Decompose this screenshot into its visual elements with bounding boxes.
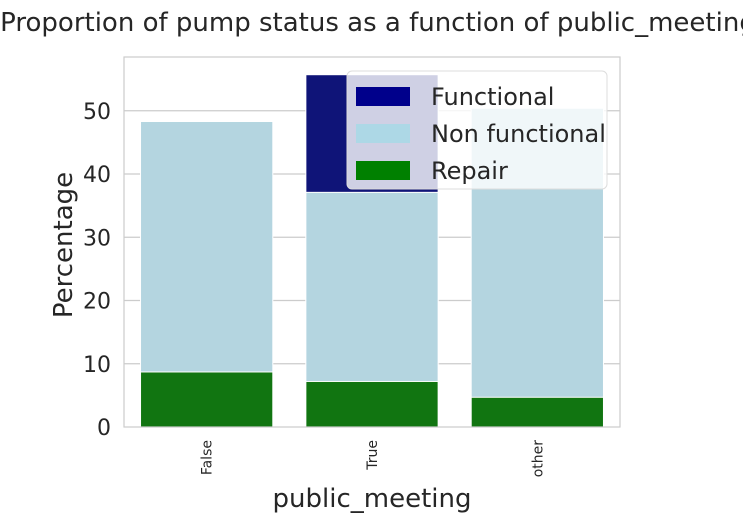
legend-label: Non functional [431,120,606,148]
bar-repair-other [470,396,604,428]
legend-swatch [356,124,410,143]
x-axis-label: public_meeting [273,484,472,514]
legend-swatch [356,161,410,180]
y-tick-labels: 0 10 20 30 40 50 [83,100,111,441]
bar-repair-false [140,371,274,428]
y-tick-label: 0 [97,416,111,441]
bar-repair-true [305,380,439,428]
legend-label: Repair [431,157,508,185]
y-tick-label: 30 [83,226,111,251]
legend-box [346,70,608,190]
y-tick-label: 50 [83,100,111,125]
x-tick-label: False [200,440,216,475]
y-tick-label: 20 [83,290,111,315]
y-tick-label: 40 [83,163,111,188]
legend: Functional Non functional Repair [346,70,608,190]
chart-title: Proportion of pump status as a function … [0,8,743,38]
legend-label: Functional [431,83,554,111]
x-tick-labels: False True other [200,440,547,478]
y-axis-label: Percentage [49,172,79,318]
legend-swatch [356,87,410,106]
x-tick-label: True [365,440,381,471]
axes-frame [123,56,621,428]
x-tick-label: other [530,440,546,478]
y-tick-label: 10 [83,353,111,378]
